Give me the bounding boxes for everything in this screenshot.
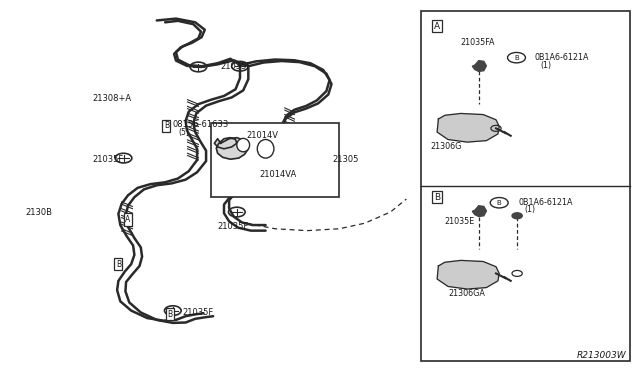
Text: 0B1A6-6121A: 0B1A6-6121A	[518, 198, 573, 207]
Circle shape	[512, 213, 522, 219]
Text: 21306G: 21306G	[430, 142, 461, 151]
Polygon shape	[472, 61, 486, 71]
Text: B: B	[514, 55, 519, 61]
Text: B: B	[434, 193, 440, 202]
Text: B: B	[116, 260, 121, 269]
Text: 21308+A: 21308+A	[93, 94, 132, 103]
Text: (5): (5)	[178, 128, 189, 137]
Text: 21035F: 21035F	[218, 222, 249, 231]
Polygon shape	[437, 113, 499, 142]
Text: B: B	[497, 200, 502, 206]
Bar	[211, 123, 339, 197]
Text: 21306GA: 21306GA	[448, 289, 485, 298]
Bar	[421, 11, 630, 361]
Polygon shape	[214, 138, 248, 159]
Text: 21014V: 21014V	[246, 131, 278, 140]
Text: 21035E: 21035E	[445, 217, 475, 226]
Text: 21035FA: 21035FA	[461, 38, 495, 47]
Text: R213003W: R213003W	[577, 351, 627, 360]
Polygon shape	[437, 260, 499, 289]
Text: 21014VA: 21014VA	[259, 170, 296, 179]
Text: A: A	[125, 215, 131, 224]
Text: (1): (1)	[525, 205, 536, 214]
Polygon shape	[472, 206, 486, 217]
Text: B: B	[164, 121, 169, 130]
Text: 21035F: 21035F	[93, 155, 124, 164]
Text: 21035F: 21035F	[182, 308, 214, 317]
Text: 2130B: 2130B	[26, 208, 52, 217]
Text: B: B	[167, 310, 172, 319]
Text: 0B1A6-6121A: 0B1A6-6121A	[534, 53, 589, 62]
Text: (1): (1)	[541, 61, 552, 70]
Text: 08156-61633: 08156-61633	[173, 120, 229, 129]
Ellipse shape	[237, 138, 250, 152]
Text: A: A	[434, 22, 440, 31]
Text: 21035F: 21035F	[221, 62, 252, 71]
Text: 21305: 21305	[333, 155, 359, 164]
Ellipse shape	[257, 140, 274, 158]
